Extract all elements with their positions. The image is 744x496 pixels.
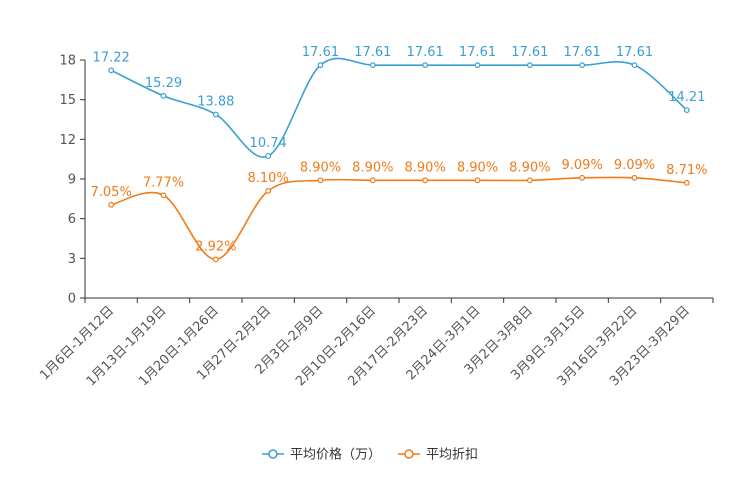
data-point <box>579 174 586 181</box>
data-label: 9.09% <box>562 158 603 173</box>
data-point <box>683 179 690 186</box>
data-point <box>683 107 690 114</box>
series-layer: 17.22 15.29 13.88 10.74 17.61 17.61 17.61 17.61… <box>91 45 707 263</box>
data-point <box>160 192 167 199</box>
data-label: 8.90% <box>457 160 498 175</box>
data-label: 8.90% <box>405 160 446 175</box>
legend-item-avg-discount[interactable]: 平均折扣 <box>398 448 478 463</box>
legend-item-avg-price[interactable]: 平均价格（万） <box>262 447 381 463</box>
chart-axes: 03691215181月6日-1月12日1月13日-1月19日1月20日-1月2… <box>37 54 714 389</box>
data-point <box>108 67 115 74</box>
data-label: 7.05% <box>91 185 132 200</box>
data-label: 8.10% <box>248 171 289 186</box>
data-point <box>317 177 324 184</box>
data-label: 17.61 <box>354 45 391 60</box>
data-point <box>631 62 638 69</box>
data-point <box>160 92 167 99</box>
data-point <box>422 177 429 184</box>
chart-legend[interactable]: 平均价格（万） 平均折扣 <box>262 447 478 463</box>
data-label: 8.90% <box>300 160 341 175</box>
data-label: 17.61 <box>511 45 548 60</box>
data-point <box>108 201 115 208</box>
data-point <box>526 177 533 184</box>
legend-label: 平均折扣 <box>426 448 478 463</box>
data-point <box>369 62 376 69</box>
data-point <box>579 62 586 69</box>
data-point <box>317 62 324 69</box>
data-point <box>369 177 376 184</box>
data-label: 2.92% <box>195 239 236 254</box>
legend-marker-icon <box>404 449 414 459</box>
data-label: 13.88 <box>197 94 234 109</box>
data-point <box>212 111 219 118</box>
data-label: 17.61 <box>564 45 601 60</box>
data-label: 17.61 <box>302 45 339 60</box>
data-point <box>474 62 481 69</box>
data-label: 8.71% <box>666 163 707 178</box>
data-point <box>422 62 429 69</box>
y-tick-label: 3 <box>68 252 76 267</box>
data-label: 7.77% <box>143 175 184 190</box>
data-label: 8.90% <box>509 160 550 175</box>
data-point <box>265 187 272 194</box>
data-point <box>212 256 219 263</box>
data-label: 17.61 <box>459 45 496 60</box>
data-label: 9.09% <box>614 158 655 173</box>
data-label: 17.22 <box>93 50 130 65</box>
data-point <box>631 174 638 181</box>
data-label: 8.90% <box>352 160 393 175</box>
data-point <box>474 177 481 184</box>
data-label: 10.74 <box>250 136 287 151</box>
y-tick-label: 9 <box>68 173 76 188</box>
data-label: 14.21 <box>668 90 705 105</box>
data-label: 15.29 <box>145 76 182 91</box>
y-tick-label: 0 <box>68 292 76 307</box>
y-tick-label: 15 <box>59 93 76 108</box>
legend-label: 平均价格（万） <box>290 447 381 463</box>
y-tick-label: 12 <box>59 133 76 148</box>
data-point <box>526 62 533 69</box>
data-label: 17.61 <box>616 45 653 60</box>
y-tick-label: 18 <box>59 54 76 69</box>
legend-marker-icon <box>268 449 278 459</box>
y-tick-label: 6 <box>68 212 76 227</box>
data-point <box>265 153 272 159</box>
data-label: 17.61 <box>407 45 444 60</box>
